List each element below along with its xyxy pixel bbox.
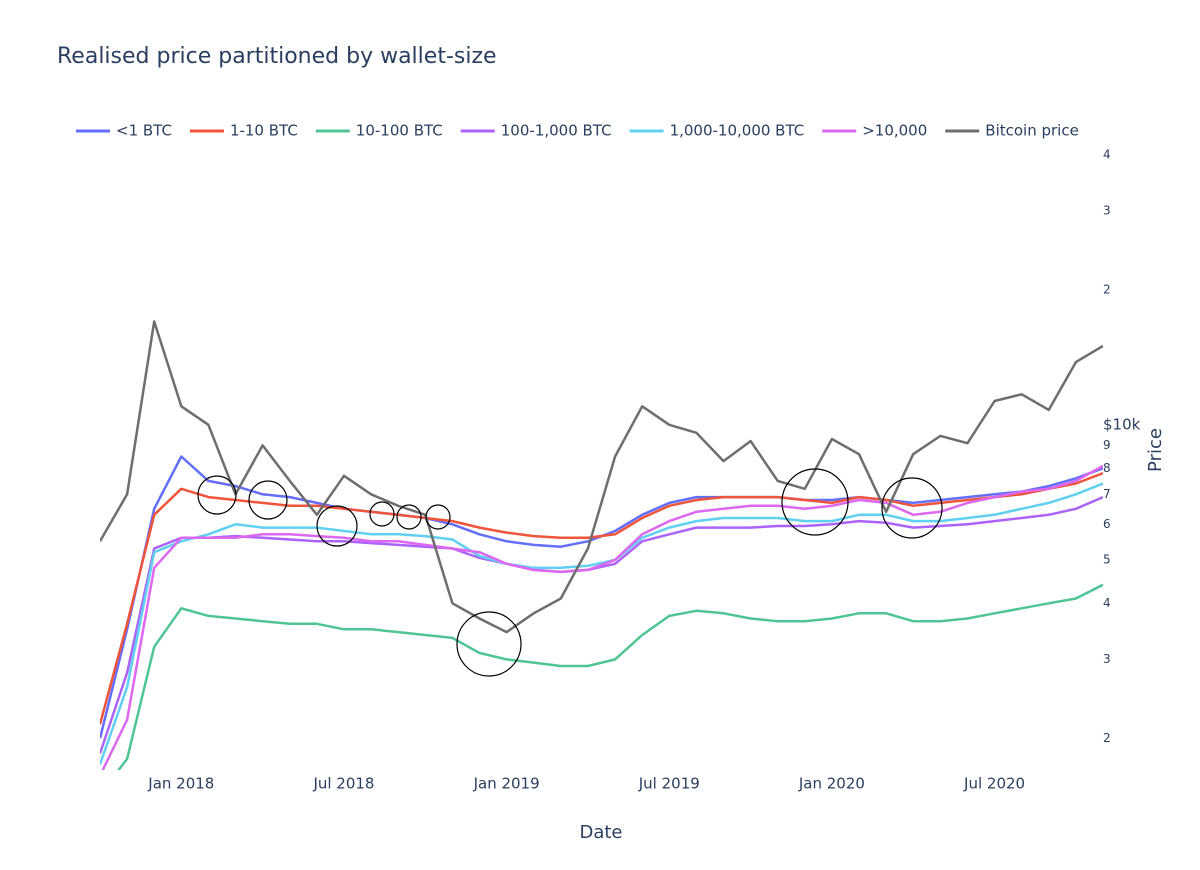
y-tick-label: 6: [1103, 517, 1111, 531]
series-line: [100, 472, 1103, 725]
x-tick-label: Jul 2020: [963, 775, 1025, 793]
legend-label: >10,000: [862, 122, 927, 140]
x-axis-title: Date: [579, 822, 622, 843]
x-tick-label: Jul 2018: [312, 775, 374, 793]
annotation-circle: [881, 477, 943, 539]
y-tick-label: 3: [1103, 203, 1111, 217]
annotation-circles: [197, 468, 943, 677]
x-tick-label: Jan 2018: [147, 775, 214, 793]
chart-title: Realised price partitioned by wallet-siz…: [57, 44, 497, 69]
annotation-circle: [369, 501, 395, 527]
y-tick-label: 5: [1103, 552, 1111, 566]
legend-label: 100-1,000 BTC: [501, 122, 612, 140]
y-tick-label: 8: [1103, 461, 1111, 475]
series-line: [101, 464, 1103, 770]
y-tick-label: 2: [1103, 282, 1111, 296]
x-tick-label: Jan 2020: [798, 775, 865, 793]
series-line: [100, 482, 1103, 765]
annotation-circle: [197, 475, 237, 515]
annotation-circle: [396, 504, 422, 530]
series-line: [100, 320, 1103, 634]
annotation-circle: [316, 505, 358, 547]
y-tick-label: 2: [1103, 731, 1111, 745]
y-axis-title: Price: [1145, 428, 1166, 472]
y-tick-label: 4: [1103, 147, 1111, 161]
annotation-circle: [248, 480, 288, 520]
y-tick-label: 9: [1103, 438, 1111, 452]
annotation-circle: [425, 504, 451, 530]
y-tick-label: 4: [1103, 596, 1111, 610]
annotation-circle: [781, 468, 849, 536]
legend-label: 10-100 BTC: [356, 122, 443, 140]
legend: <1 BTC 1-10 BTC 10-100 BTC 100-1,000 BTC 1,0…: [76, 122, 1079, 140]
annotation-circle: [456, 611, 522, 677]
x-tick-label: Jan 2019: [473, 775, 540, 793]
x-tick-label: Jul 2019: [638, 775, 700, 793]
plot-area: 2 3 4 5 6 7 8 9 $10k 2 3 4 Jan 2018 Jul 2018 Jan 2019 J…: [100, 147, 1141, 793]
series-line: [117, 583, 1103, 770]
legend-label: 1,000-10,000 BTC: [670, 122, 805, 140]
y-tick-label: 7: [1103, 487, 1111, 501]
legend-label: <1 BTC: [116, 122, 172, 140]
legend-label: 1-10 BTC: [230, 122, 298, 140]
y-tick-label: 3: [1103, 652, 1111, 666]
y-tick-label: $10k: [1103, 415, 1141, 433]
legend-label: Bitcoin price: [985, 122, 1079, 140]
